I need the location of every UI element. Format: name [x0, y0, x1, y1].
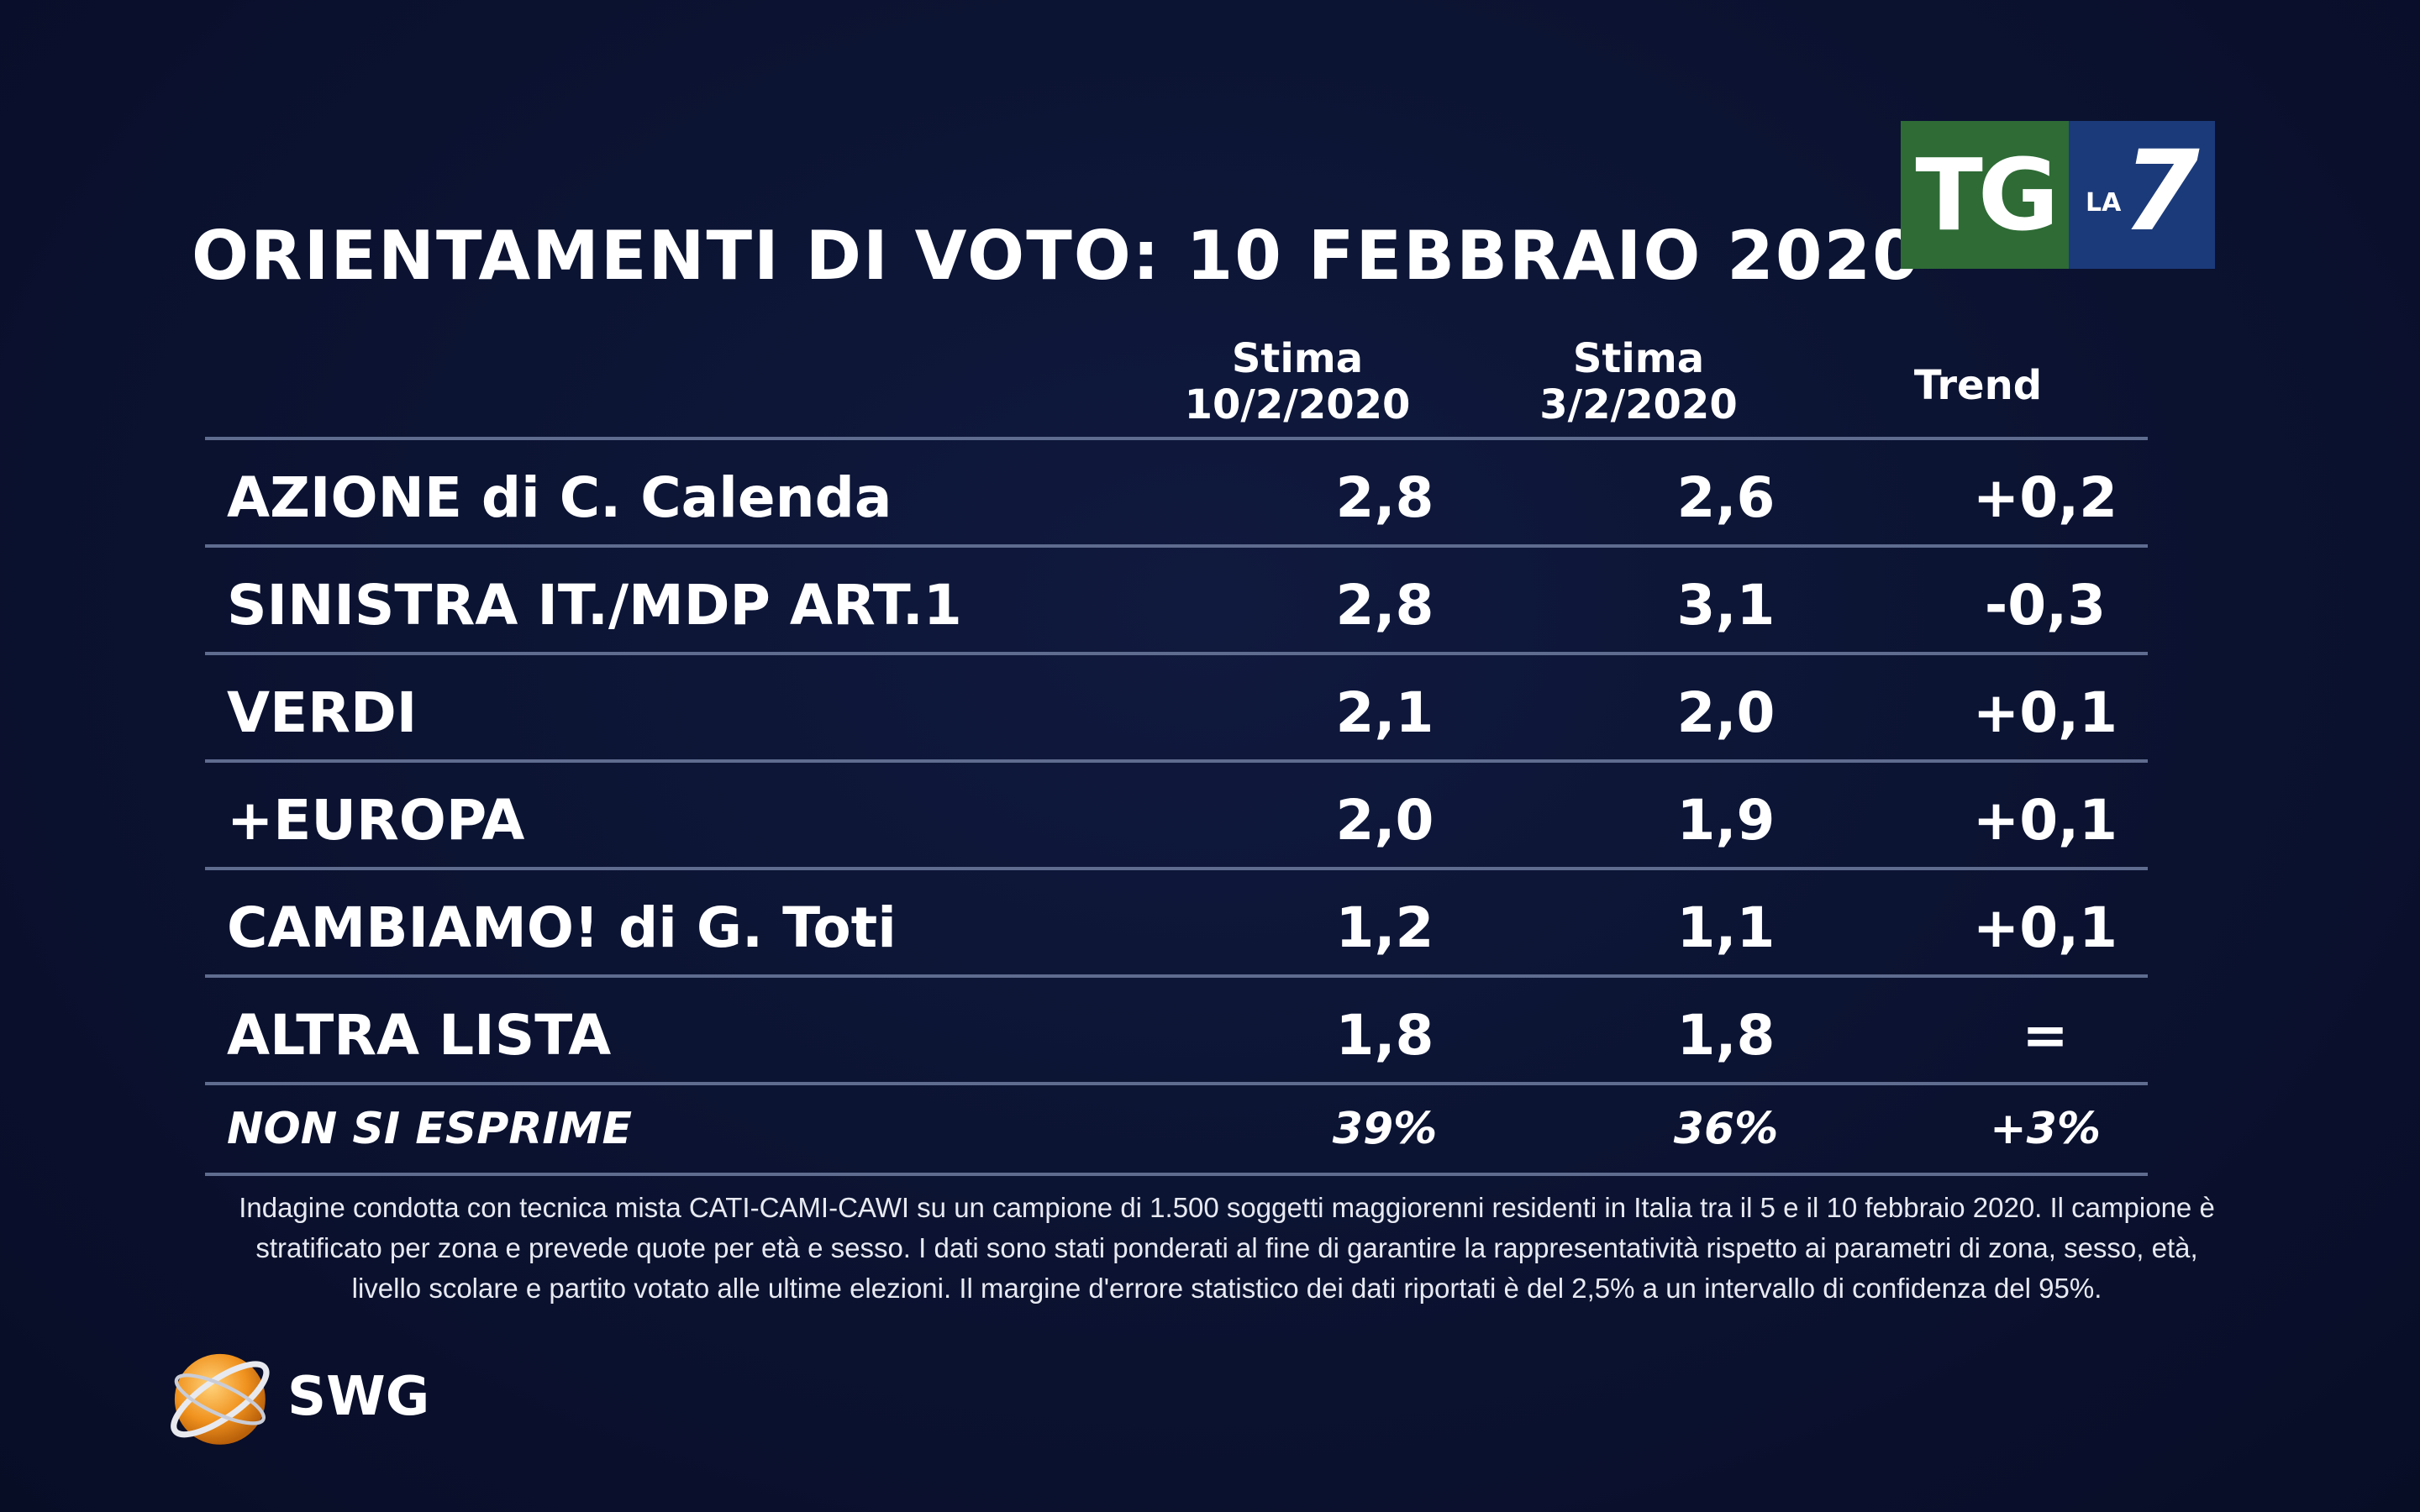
value-trend: +0,1: [1972, 680, 2118, 745]
table-rule: [205, 652, 2148, 655]
table-rule: [205, 974, 2148, 978]
value-trend: +0,1: [1972, 787, 2118, 853]
logo-seven: 7: [2123, 127, 2200, 256]
table-row: +EUROPA 2,0 1,9 +0,1: [205, 768, 2148, 872]
column-header-previous-line1: Stima: [1572, 335, 1705, 382]
value-trend: =: [2022, 1002, 2069, 1068]
value-previous: 1,1: [1676, 895, 1776, 960]
table-row: AZIONE di C. Calenda 2,8 2,6 +0,2: [205, 445, 2148, 549]
party-name: CAMBIAMO! di G. Toti: [227, 895, 897, 960]
value-previous: 1,9: [1676, 787, 1776, 853]
value-current: 2,8: [1335, 465, 1434, 530]
table-rule: [205, 759, 2148, 763]
column-header-trend: Trend: [1835, 362, 2121, 409]
table-row-non-si-esprime: NON SI ESPRIME 39% 36% +3%: [205, 1085, 2148, 1173]
value-trend: +0,1: [1972, 895, 2118, 960]
column-header-current-line2: 10/2/2020: [1184, 381, 1411, 429]
table-rule: [205, 867, 2148, 870]
value-current: 2,0: [1335, 787, 1434, 853]
column-header-current: Stima 10/2/2020: [1155, 335, 1440, 429]
value-current: 2,8: [1335, 572, 1434, 638]
table-row: ALTRA LISTA 1,8 1,8 =: [205, 983, 2148, 1087]
value-trend: +3%: [1990, 1104, 2101, 1154]
logo-tg: TG: [1901, 121, 2069, 269]
value-trend: -0,3: [1984, 572, 2107, 638]
globe-icon: [171, 1353, 270, 1445]
column-header-previous: Stima 3/2/2020: [1496, 335, 1781, 429]
value-current: 39%: [1332, 1104, 1438, 1154]
party-name: AZIONE di C. Calenda: [227, 465, 892, 530]
column-header-trend-label: Trend: [1913, 362, 2043, 409]
party-name: ALTRA LISTA: [227, 1002, 612, 1068]
value-trend: +0,2: [1972, 465, 2118, 530]
page-title: ORIENTAMENTI DI VOTO: 10 FEBBRAIO 2020: [192, 217, 1921, 295]
party-name: NON SI ESPRIME: [227, 1104, 632, 1154]
table-rule: [205, 437, 2148, 440]
logo-la7: LA 7: [2069, 121, 2215, 269]
party-name: +EUROPA: [227, 787, 525, 853]
table-row: VERDI 2,1 2,0 +0,1: [205, 660, 2148, 764]
party-name: SINISTRA IT./MDP ART.1: [227, 572, 962, 638]
methodology-note: Indagine condotta con tecnica mista CATI…: [168, 1188, 2286, 1309]
value-current: 1,2: [1335, 895, 1434, 960]
methodology-note-line: livello scolare e partito votato alle ul…: [351, 1272, 2102, 1304]
value-previous: 2,6: [1676, 465, 1776, 530]
tg-la7-logo: TG LA 7: [1901, 121, 2215, 269]
table-row: CAMBIAMO! di G. Toti 1,2 1,1 +0,1: [205, 875, 2148, 979]
methodology-note-line: stratificato per zona e prevede quote pe…: [255, 1231, 2198, 1263]
value-previous: 3,1: [1676, 572, 1776, 638]
column-header-previous-line2: 3/2/2020: [1539, 381, 1738, 429]
party-name: VERDI: [227, 680, 418, 745]
column-header-current-line1: Stima: [1231, 335, 1364, 382]
table-rule: [205, 544, 2148, 548]
value-previous: 36%: [1673, 1104, 1779, 1154]
table-row: SINISTRA IT./MDP ART.1 2,8 3,1 -0,3: [205, 553, 2148, 657]
methodology-note-line: Indagine condotta con tecnica mista CATI…: [239, 1192, 2215, 1223]
value-previous: 1,8: [1676, 1002, 1776, 1068]
value-previous: 2,0: [1676, 680, 1776, 745]
table-rule: [205, 1082, 2148, 1085]
logo-la: LA: [2086, 188, 2122, 218]
value-current: 1,8: [1335, 1002, 1434, 1068]
value-current: 2,1: [1335, 680, 1434, 745]
table-rule: [205, 1173, 2148, 1176]
swg-wordmark: SWG: [287, 1366, 430, 1428]
swg-logo: SWG: [158, 1337, 429, 1457]
